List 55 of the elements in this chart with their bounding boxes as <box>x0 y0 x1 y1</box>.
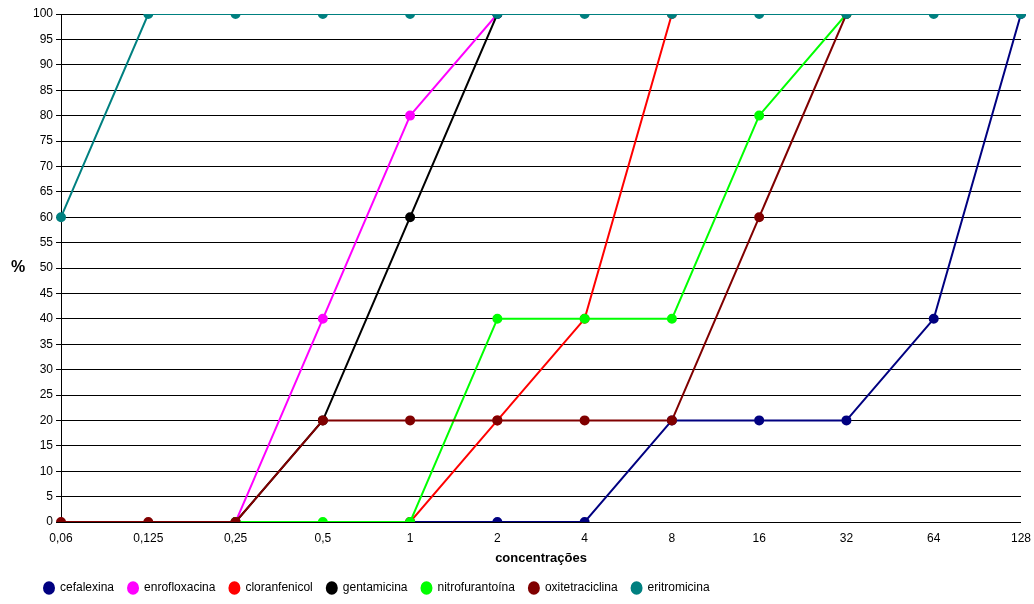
point <box>754 415 765 426</box>
x-tick-label: 8 <box>668 530 676 545</box>
legend-label: nitrofurantoína <box>437 580 516 595</box>
y-tick-label: 90 <box>39 57 54 72</box>
y-tick-label: 65 <box>39 184 54 199</box>
y-tick-label: 50 <box>39 260 54 275</box>
y-tick-label: 10 <box>39 463 54 478</box>
legend-label: oxitetraciclina <box>544 580 618 595</box>
point <box>579 415 590 426</box>
x-tick-label: 0,125 <box>133 530 164 545</box>
point <box>317 313 328 324</box>
y-tick-label: 45 <box>39 285 54 300</box>
x-tick-label: 1 <box>406 530 414 545</box>
y-tick-label: 55 <box>39 234 54 249</box>
legend-label: cefalexina <box>60 580 115 595</box>
y-tick-label: 30 <box>39 361 54 376</box>
legend-label: eritromicina <box>647 580 710 595</box>
legend-label: cloranfenicol <box>245 580 313 595</box>
point <box>56 212 67 223</box>
point <box>492 313 503 324</box>
point <box>405 415 416 426</box>
y-tick-label: 60 <box>39 209 54 224</box>
x-tick-label: 16 <box>752 530 767 545</box>
point <box>928 313 939 324</box>
y-tick-label: 5 <box>46 488 54 503</box>
y-tick-label: 35 <box>39 336 54 351</box>
x-axis-title: concentrações <box>495 549 587 565</box>
y-tick-label: 25 <box>39 387 54 402</box>
y-tick-label: 70 <box>39 158 54 173</box>
x-tick-label: 0,25 <box>223 530 248 545</box>
point <box>666 313 677 324</box>
y-tick-label: 0 <box>46 514 54 529</box>
y-tick-label: 100 <box>32 6 54 21</box>
point <box>754 212 765 223</box>
x-tick-label: 128 <box>1010 530 1032 545</box>
y-tick-label: 85 <box>39 82 54 97</box>
y-tick-label: 80 <box>39 107 54 122</box>
x-tick-label: 2 <box>494 530 502 545</box>
point <box>841 415 852 426</box>
x-tick-label: 32 <box>839 530 854 545</box>
legend-label: enrofloxacina <box>144 580 216 595</box>
y-tick-label: 15 <box>39 438 54 453</box>
point <box>405 110 416 121</box>
y-tick-label: 95 <box>39 31 54 46</box>
x-tick-label: 0,5 <box>314 530 332 545</box>
y-tick-label: 20 <box>39 412 54 427</box>
y-axis-title: % <box>10 258 26 276</box>
point <box>754 110 765 121</box>
x-tick-label: 4 <box>581 530 589 545</box>
x-tick-label: 0,06 <box>49 530 74 545</box>
y-tick-label: 40 <box>39 311 54 326</box>
x-tick-label: 64 <box>927 530 941 545</box>
legend-label: gentamicina <box>342 580 408 595</box>
y-tick-label: 75 <box>39 133 54 148</box>
point <box>405 212 416 223</box>
